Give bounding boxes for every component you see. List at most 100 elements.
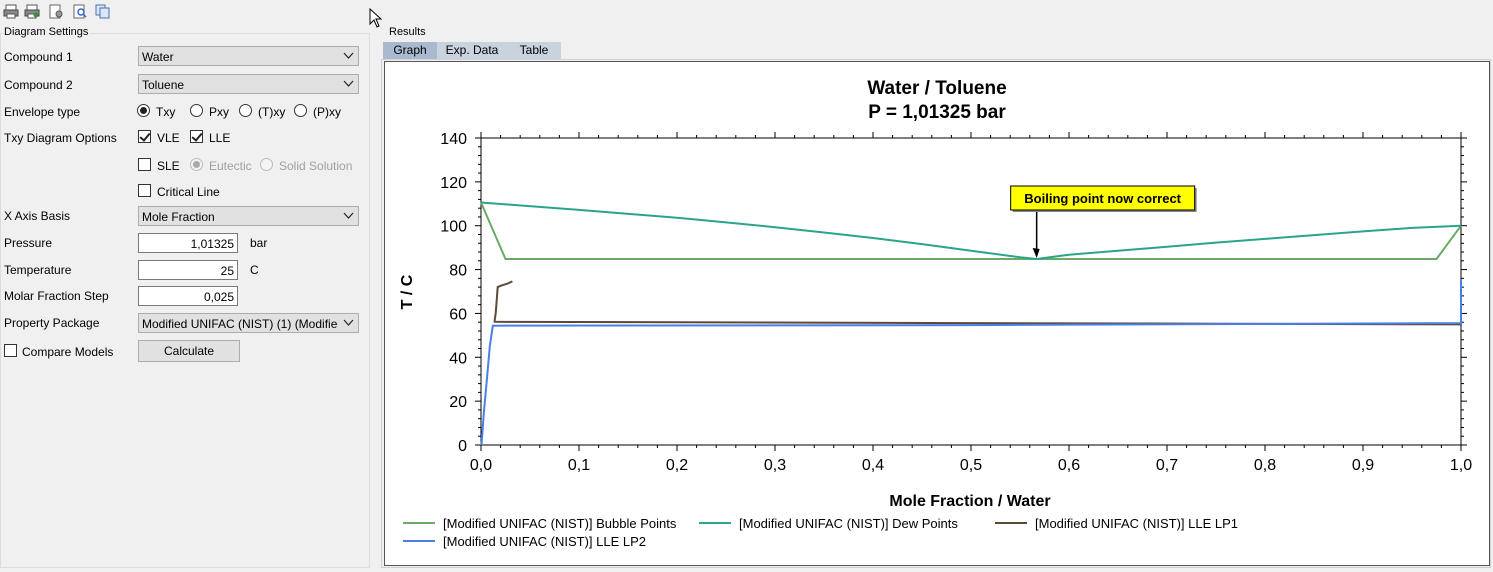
y-tick-label: 40 xyxy=(449,350,467,367)
results-title: Results xyxy=(389,26,426,38)
page-setup-icon[interactable] xyxy=(48,4,64,19)
calculate-button[interactable]: Calculate xyxy=(138,340,240,362)
property-package-value: Modified UNIFAC (NIST) (1) (Modified UN xyxy=(142,317,338,331)
x-axis-basis-label: X Axis Basis xyxy=(4,209,71,223)
compound1-label: Compound 1 xyxy=(4,50,73,64)
chevron-down-icon xyxy=(343,319,354,326)
temperature-input[interactable]: 25 xyxy=(138,260,238,280)
y-tick-label: 0 xyxy=(458,438,467,455)
envelope-type-label: Envelope type xyxy=(4,105,81,119)
vle-checkbox[interactable] xyxy=(138,130,151,143)
chart-subtitle: P = 1,01325 bar xyxy=(868,102,1006,123)
chevron-down-icon xyxy=(343,52,354,59)
solid-solution-label: Solid Solution xyxy=(279,159,353,173)
y-tick-label: 80 xyxy=(449,263,467,280)
x-tick-label: 0,2 xyxy=(666,457,688,474)
pressure-unit: bar xyxy=(250,236,268,250)
print-preview-icon[interactable] xyxy=(24,4,40,19)
tab-table[interactable]: Table xyxy=(507,42,561,60)
envelope-pxy-label: Pxy xyxy=(209,105,230,119)
mouse-cursor-icon xyxy=(369,8,383,28)
y-tick-label: 120 xyxy=(440,175,467,192)
envelope-pxy-paren-label: (P)xy xyxy=(313,105,341,119)
pressure-input[interactable]: 1,01325 xyxy=(138,233,238,253)
compound1-value: Water xyxy=(142,50,174,64)
tab-graph[interactable]: Graph xyxy=(383,42,437,60)
chart-area: Water / Toluene P = 1,01325 bar T / C Mo… xyxy=(384,61,1490,566)
tab-exp-data[interactable]: Exp. Data xyxy=(437,42,507,60)
compare-models-checkbox[interactable] xyxy=(4,344,17,357)
txy-options-label: Txy Diagram Options xyxy=(4,131,117,145)
envelope-txy-paren-label: (T)xy xyxy=(258,105,286,119)
series-line-2 xyxy=(480,201,1462,261)
compound2-label: Compound 2 xyxy=(4,78,73,92)
y-tick-label: 20 xyxy=(449,394,467,411)
x-tick-label: 0,0 xyxy=(470,457,492,474)
y-tick-label: 140 xyxy=(440,131,467,148)
x-tick-label: 0,8 xyxy=(1254,457,1276,474)
x-tick-label: 0,3 xyxy=(764,457,786,474)
x-tick-label: 0,9 xyxy=(1352,457,1374,474)
chevron-down-icon xyxy=(343,212,354,219)
legend-label: [Modified UNIFAC (NIST)] Bubble Points xyxy=(443,516,677,531)
envelope-txy-label: Txy xyxy=(156,105,176,119)
copy-icon[interactable] xyxy=(95,4,111,19)
x-axis-basis-select[interactable]: Mole Fraction xyxy=(138,206,359,226)
x-tick-label: 1,0 xyxy=(1450,457,1472,474)
temperature-label: Temperature xyxy=(4,263,72,277)
legend-label: [Modified UNIFAC (NIST)] Dew Points xyxy=(739,516,958,531)
molar-step-value: 0,025 xyxy=(203,290,234,304)
temperature-unit: C xyxy=(250,263,259,277)
compound2-select[interactable]: Toluene xyxy=(138,74,359,94)
lle-label: LLE xyxy=(209,131,231,145)
envelope-pxy-radio[interactable] xyxy=(190,104,203,117)
y-tick-label: 60 xyxy=(449,306,467,323)
series-line-3 xyxy=(493,280,1462,326)
diagram-settings-group xyxy=(0,33,370,568)
compound1-select[interactable]: Water xyxy=(138,46,359,66)
series-line-1 xyxy=(480,202,1462,260)
x-axis-basis-value: Mole Fraction xyxy=(142,210,215,224)
series-line-4 xyxy=(480,280,1462,446)
pressure-label: Pressure xyxy=(4,236,53,250)
chart-title: Water / Toluene xyxy=(867,78,1006,99)
x-tick-label: 0,5 xyxy=(960,457,982,474)
eutectic-label: Eutectic xyxy=(209,159,252,173)
sle-checkbox[interactable] xyxy=(138,158,151,171)
y-axis-title: T / C xyxy=(399,274,416,309)
temperature-value: 25 xyxy=(220,264,234,278)
molar-step-input[interactable]: 0,025 xyxy=(138,286,238,306)
envelope-txy-radio[interactable] xyxy=(137,104,150,117)
zoom-icon[interactable] xyxy=(72,4,88,19)
eutectic-radio[interactable] xyxy=(190,158,203,171)
x-tick-label: 0,7 xyxy=(1156,457,1178,474)
property-package-select[interactable]: Modified UNIFAC (NIST) (1) (Modified UN xyxy=(138,313,359,333)
molar-step-label: Molar Fraction Step xyxy=(4,289,109,303)
plot-frame xyxy=(480,137,1462,446)
pressure-value: 1,01325 xyxy=(190,237,234,251)
critical-line-checkbox[interactable] xyxy=(138,184,151,197)
envelope-txy-paren-radio[interactable] xyxy=(239,104,252,117)
toolbar xyxy=(0,0,1493,24)
x-tick-label: 0,6 xyxy=(1058,457,1080,474)
sle-label: SLE xyxy=(157,159,180,173)
x-axis-title: Mole Fraction / Water xyxy=(889,493,1050,510)
legend-label: [Modified UNIFAC (NIST)] LLE LP1 xyxy=(1035,516,1238,531)
lle-checkbox[interactable] xyxy=(190,130,203,143)
x-tick-label: 0,1 xyxy=(568,457,590,474)
y-tick-label: 100 xyxy=(440,219,467,236)
property-package-label: Property Package xyxy=(4,316,100,330)
diagram-settings-panel: Diagram Settings xyxy=(0,24,372,568)
envelope-pxy-paren-radio[interactable] xyxy=(294,104,307,117)
txy-chart: Water / Toluene P = 1,01325 bar T / C Mo… xyxy=(399,78,1472,549)
solid-solution-radio[interactable] xyxy=(260,158,273,171)
x-tick-label: 0,4 xyxy=(862,457,884,474)
chevron-down-icon xyxy=(343,80,354,87)
print-icon[interactable] xyxy=(3,4,19,19)
vle-label: VLE xyxy=(157,131,180,145)
compare-models-label: Compare Models xyxy=(22,345,114,359)
compound2-value: Toluene xyxy=(142,78,185,92)
diagram-settings-title: Diagram Settings xyxy=(4,26,91,38)
critical-line-label: Critical Line xyxy=(157,185,220,199)
legend-label: [Modified UNIFAC (NIST)] LLE LP2 xyxy=(443,534,646,549)
